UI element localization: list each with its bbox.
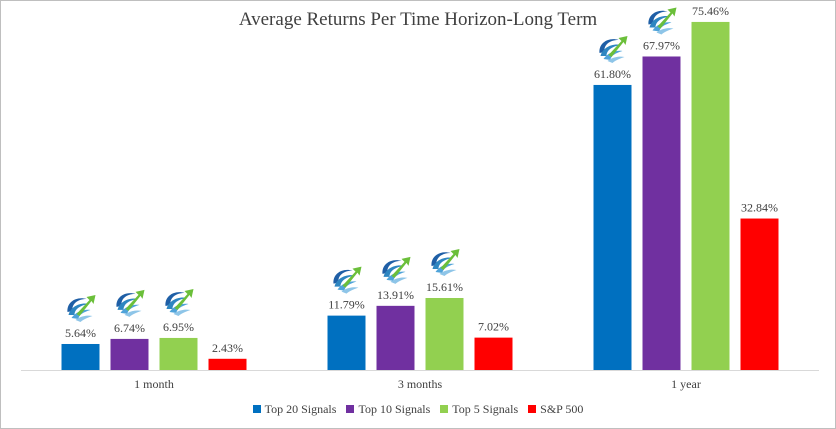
data-label: 67.97% [643, 38, 680, 52]
data-label: 2.43% [212, 341, 243, 355]
logo-icon [165, 288, 194, 316]
legend-label: Top 5 Signals [452, 402, 519, 416]
x-tick-label: 3 months [398, 377, 443, 391]
bar-top-10-signals-1-year [642, 56, 681, 371]
logo-icon [116, 289, 145, 317]
legend-item: Top 5 Signals [440, 402, 518, 417]
logo-icon [382, 256, 411, 284]
data-label: 7.02% [478, 320, 509, 334]
bar-top-20-signals-1-year [593, 84, 632, 370]
x-tick-label: 1 year [671, 377, 701, 391]
bar-top-10-signals-1-month [110, 338, 149, 370]
logo-icon [648, 7, 677, 35]
data-label: 6.95% [163, 320, 194, 334]
data-label: 11.79% [328, 298, 365, 312]
bar-s-p-500-1-month [208, 358, 247, 370]
legend-swatch [440, 405, 449, 414]
chart-legend: Top 20 Signals Top 10 Signals Top 5 Signal… [1, 402, 835, 417]
logo-icon [67, 294, 96, 322]
x-tick-label: 1 month [134, 377, 174, 391]
data-label: 5.64% [65, 326, 96, 340]
data-label: 6.74% [114, 321, 145, 335]
bar-s-p-500-1-year [740, 218, 779, 370]
logo-icon [599, 35, 628, 63]
bar-top-20-signals-3-months [327, 315, 366, 370]
bar-top-10-signals-3-months [376, 305, 415, 370]
legend-item: Top 20 Signals [252, 402, 337, 417]
bar-top-5-signals-1-year [691, 21, 730, 371]
legend-item: S&P 500 [528, 402, 583, 417]
data-label: 61.80% [594, 67, 631, 81]
bar-s-p-500-3-months [474, 337, 513, 370]
legend-label: Top 20 Signals [264, 402, 337, 416]
legend-item: Top 10 Signals [346, 402, 430, 417]
legend-swatch [346, 405, 355, 414]
data-label: 32.84% [741, 201, 778, 215]
logo-icon [431, 248, 460, 276]
bar-top-20-signals-1-month [61, 343, 100, 370]
legend-swatch [528, 405, 537, 414]
data-label: 13.91% [377, 288, 414, 302]
legend-swatch [252, 405, 261, 414]
logo-icon [333, 266, 362, 294]
bar-top-5-signals-1-month [159, 337, 198, 370]
data-label: 15.61% [426, 280, 463, 294]
chart-title: Average Returns Per Time Horizon-Long Te… [238, 9, 598, 30]
legend-label: Top 10 Signals [358, 402, 431, 416]
bar-top-5-signals-3-months [425, 297, 464, 370]
legend-label: S&P 500 [540, 402, 584, 416]
data-label: 75.46% [692, 4, 729, 18]
